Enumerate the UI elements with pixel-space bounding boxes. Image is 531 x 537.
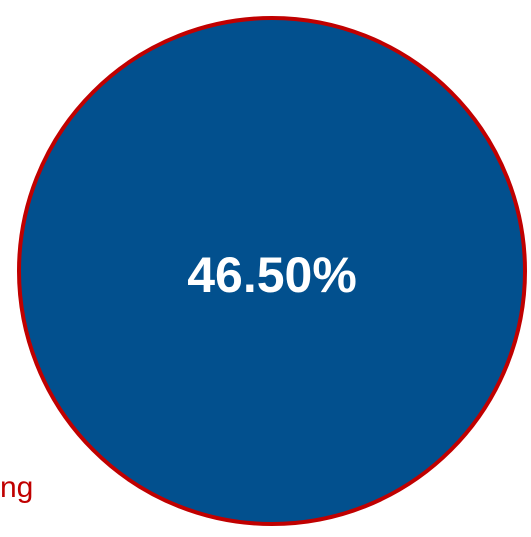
pie-slice — [17, 16, 527, 526]
legend-label-fragment: ng — [0, 471, 34, 504]
slice-value-label: 46.50% — [187, 247, 357, 303]
